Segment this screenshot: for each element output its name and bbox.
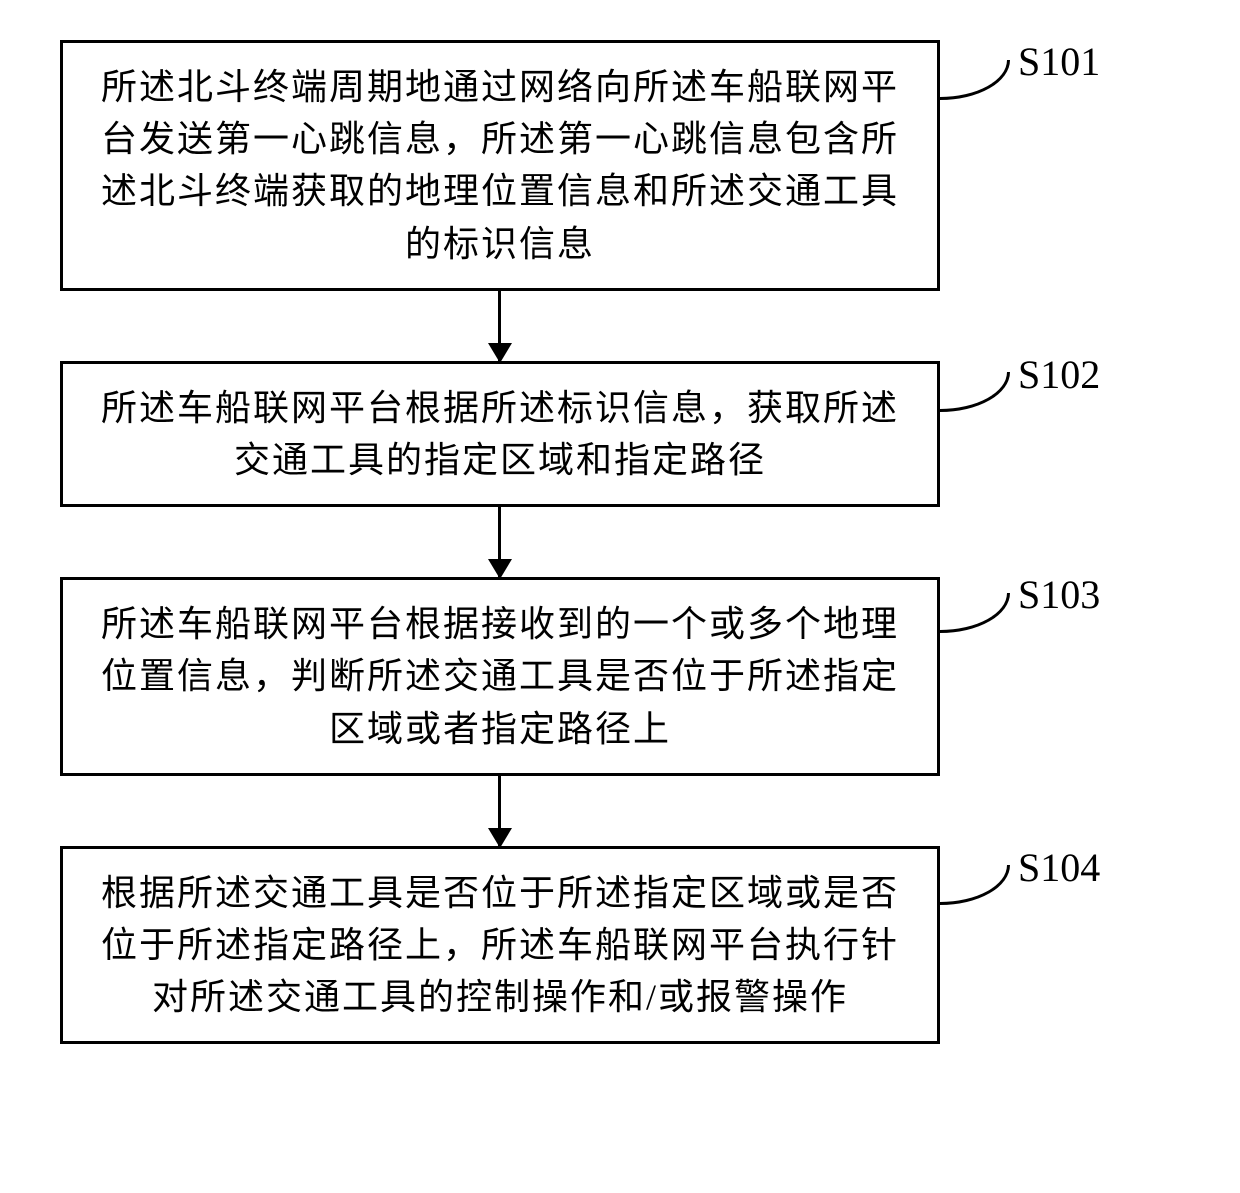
arrow-down-icon (498, 507, 501, 577)
step-label-s104: S104 (1018, 844, 1100, 891)
connector-curve-icon (940, 865, 1010, 905)
flow-text-s103: 所述车船联网平台根据接收到的一个或多个地理位置信息，判断所述交通工具是否位于所述… (87, 598, 913, 755)
label-connector-s102: S102 (940, 389, 1100, 436)
connector-curve-icon (940, 60, 1010, 100)
step-label-s103: S103 (1018, 571, 1100, 618)
flow-box-s104: 根据所述交通工具是否位于所述指定区域或是否位于所述指定路径上，所述车船联网平台执… (60, 846, 940, 1045)
label-connector-s103: S103 (940, 609, 1100, 656)
label-connector-s104: S104 (940, 882, 1100, 929)
flow-step-s101: 所述北斗终端周期地通过网络向所述车船联网平台发送第一心跳信息，所述第一心跳信息包… (60, 40, 1180, 291)
flow-step-s103: 所述车船联网平台根据接收到的一个或多个地理位置信息，判断所述交通工具是否位于所述… (60, 577, 1180, 776)
step-label-s101: S101 (1018, 38, 1100, 85)
flow-text-s102: 所述车船联网平台根据所述标识信息，获取所述交通工具的指定区域和指定路径 (87, 382, 913, 486)
step-label-s102: S102 (1018, 351, 1100, 398)
connector-curve-icon (940, 593, 1010, 633)
flow-box-s101: 所述北斗终端周期地通过网络向所述车船联网平台发送第一心跳信息，所述第一心跳信息包… (60, 40, 940, 291)
label-connector-s101: S101 (940, 76, 1100, 123)
flow-box-s103: 所述车船联网平台根据接收到的一个或多个地理位置信息，判断所述交通工具是否位于所述… (60, 577, 940, 776)
flowchart-container: 所述北斗终端周期地通过网络向所述车船联网平台发送第一心跳信息，所述第一心跳信息包… (60, 40, 1180, 1044)
flow-step-s102: 所述车船联网平台根据所述标识信息，获取所述交通工具的指定区域和指定路径 S102 (60, 361, 1180, 507)
arrow-down-icon (498, 291, 501, 361)
flow-text-s101: 所述北斗终端周期地通过网络向所述车船联网平台发送第一心跳信息，所述第一心跳信息包… (87, 61, 913, 270)
flow-step-s104: 根据所述交通工具是否位于所述指定区域或是否位于所述指定路径上，所述车船联网平台执… (60, 846, 1180, 1045)
flow-text-s104: 根据所述交通工具是否位于所述指定区域或是否位于所述指定路径上，所述车船联网平台执… (87, 867, 913, 1024)
flow-box-s102: 所述车船联网平台根据所述标识信息，获取所述交通工具的指定区域和指定路径 (60, 361, 940, 507)
connector-curve-icon (940, 372, 1010, 412)
arrow-down-icon (498, 776, 501, 846)
